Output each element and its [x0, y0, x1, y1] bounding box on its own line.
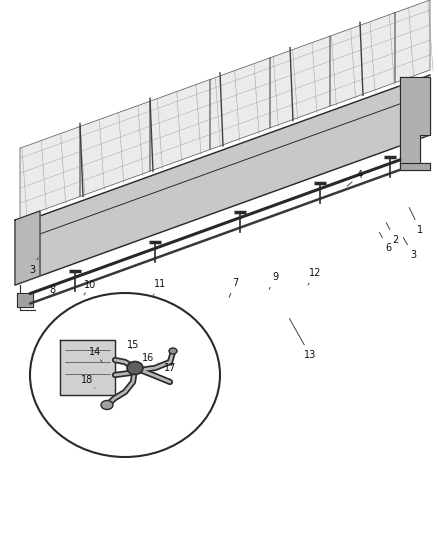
Text: 16: 16: [142, 353, 154, 363]
Polygon shape: [330, 13, 395, 106]
Polygon shape: [20, 126, 80, 218]
Text: 14: 14: [89, 347, 102, 362]
Text: 17: 17: [158, 363, 176, 373]
Text: 10: 10: [84, 280, 96, 295]
Ellipse shape: [169, 348, 177, 354]
Polygon shape: [395, 0, 430, 83]
Text: 2: 2: [386, 222, 398, 245]
Text: 3: 3: [29, 258, 38, 275]
Text: 12: 12: [308, 268, 321, 285]
Ellipse shape: [127, 361, 143, 375]
Ellipse shape: [30, 293, 220, 457]
Text: 7: 7: [229, 278, 238, 297]
Text: 11: 11: [153, 279, 166, 296]
Text: 18: 18: [81, 375, 95, 388]
Text: 15: 15: [127, 340, 139, 350]
Polygon shape: [80, 101, 150, 197]
Polygon shape: [400, 163, 430, 170]
Text: 4: 4: [347, 170, 363, 186]
Text: 8: 8: [49, 285, 55, 295]
Polygon shape: [15, 211, 40, 285]
Text: 6: 6: [379, 232, 391, 253]
Text: 3: 3: [403, 237, 416, 260]
Text: 1: 1: [409, 207, 423, 235]
Polygon shape: [17, 293, 33, 307]
Text: 13: 13: [290, 318, 316, 360]
Polygon shape: [400, 77, 430, 165]
Polygon shape: [210, 58, 270, 150]
Text: 9: 9: [269, 272, 278, 289]
Polygon shape: [15, 75, 430, 285]
Ellipse shape: [101, 400, 113, 409]
Polygon shape: [150, 79, 210, 171]
Polygon shape: [270, 36, 330, 128]
Polygon shape: [60, 340, 115, 395]
